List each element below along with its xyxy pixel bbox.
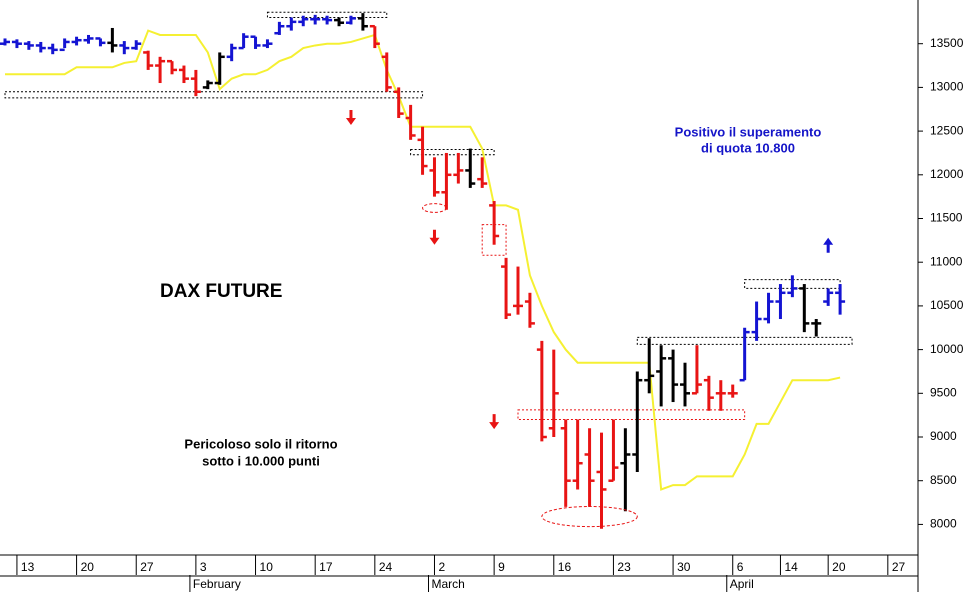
annotation: Pericoloso solo il ritorno <box>184 436 337 451</box>
ellipse <box>422 203 447 213</box>
arrow <box>345 109 356 125</box>
x-tick-label: 23 <box>617 560 631 574</box>
y-tick-label: 8500 <box>930 473 957 487</box>
y-tick-label: 13000 <box>930 80 964 94</box>
x-tick-label: 27 <box>892 560 906 574</box>
y-tick-label: 9500 <box>930 385 957 399</box>
chart-title: DAX FUTURE <box>160 281 282 302</box>
level-box <box>481 224 507 256</box>
x-tick-label: 2 <box>438 560 445 574</box>
annotation: Positivo il superamento <box>675 124 822 139</box>
ellipse <box>541 505 638 528</box>
x-tick-label: 30 <box>677 560 691 574</box>
month-label: February <box>193 577 241 591</box>
x-tick-label: 16 <box>558 560 572 574</box>
y-tick-label: 11000 <box>930 254 963 268</box>
y-tick-label: 12000 <box>930 167 964 181</box>
x-tick-label: 9 <box>498 560 505 574</box>
level-box <box>4 91 424 99</box>
x-tick-label: 17 <box>319 560 333 574</box>
month-label: April <box>730 577 754 591</box>
x-tick-label: 6 <box>737 560 744 574</box>
x-tick-label: 13 <box>21 560 35 574</box>
x-tick-label: 20 <box>81 560 95 574</box>
x-tick-label: 24 <box>379 560 393 574</box>
y-tick-label: 8000 <box>930 517 957 531</box>
annotation: sotto i 10.000 punti <box>202 453 320 468</box>
x-tick-label: 27 <box>140 560 154 574</box>
arrow <box>429 229 440 245</box>
level-box <box>410 148 495 156</box>
annotation: di quota 10.800 <box>701 140 795 155</box>
x-tick-label: 10 <box>260 560 274 574</box>
y-tick-label: 12500 <box>930 123 964 137</box>
y-tick-label: 13500 <box>930 36 964 50</box>
arrow <box>489 414 500 430</box>
x-tick-label: 3 <box>200 560 207 574</box>
level-box <box>517 409 746 421</box>
month-label: March <box>432 577 465 591</box>
x-tick-label: 20 <box>832 560 846 574</box>
y-tick-label: 10500 <box>930 298 964 312</box>
y-tick-label: 11500 <box>930 211 963 225</box>
y-tick-label: 9000 <box>930 429 957 443</box>
arrow <box>823 237 834 253</box>
y-tick-label: 10000 <box>930 342 964 356</box>
x-tick-label: 14 <box>784 560 798 574</box>
